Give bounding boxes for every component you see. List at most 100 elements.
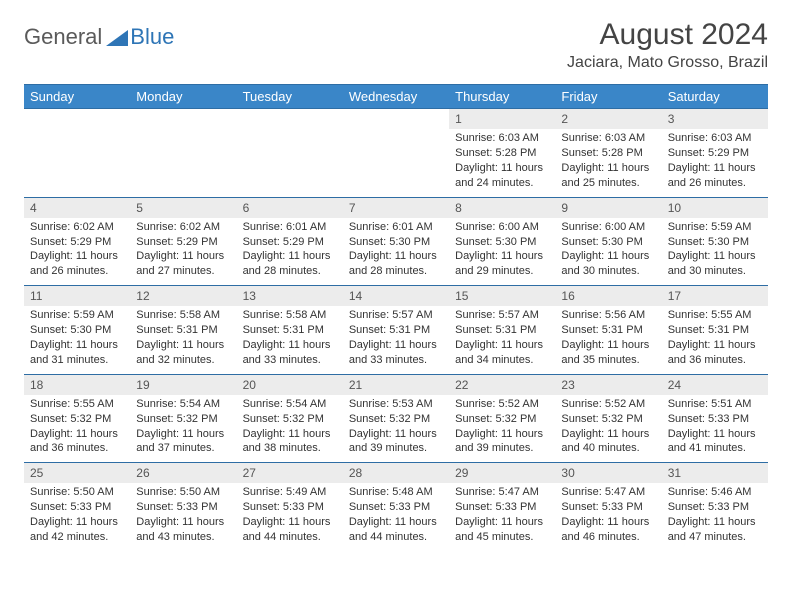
daylight-line: Daylight: 11 hours and 47 minutes. [668, 515, 762, 545]
sunset-line: Sunset: 5:32 PM [455, 412, 549, 427]
daylight-line: Daylight: 11 hours and 45 minutes. [455, 515, 549, 545]
day-number: 29 [449, 463, 555, 483]
sunset-line: Sunset: 5:33 PM [30, 500, 124, 515]
day-number: 1 [449, 109, 555, 129]
sunrise-line: Sunrise: 5:46 AM [668, 485, 762, 500]
weekday-header: Monday [130, 85, 236, 109]
day-number: 18 [24, 375, 130, 395]
calendar-day-cell: 22 Sunrise: 5:52 AMSunset: 5:32 PMDayligh… [449, 374, 555, 463]
sunset-line: Sunset: 5:29 PM [243, 235, 337, 250]
day-details: Sunrise: 6:03 AMSunset: 5:28 PMDaylight:… [555, 129, 661, 196]
calendar-body: 1Sunrise: 6:03 AMSunset: 5:28 PMDaylight… [24, 109, 768, 551]
sunrise-line: Sunrise: 5:51 AM [668, 397, 762, 412]
sunrise-line: Sunrise: 5:50 AM [136, 485, 230, 500]
daylight-line: Daylight: 11 hours and 24 minutes. [455, 161, 549, 191]
day-details: Sunrise: 5:59 AMSunset: 5:30 PMDaylight:… [662, 218, 768, 285]
daylight-line: Daylight: 11 hours and 26 minutes. [30, 249, 124, 279]
day-details: Sunrise: 5:50 AMSunset: 5:33 PMDaylight:… [130, 483, 236, 550]
day-number: 28 [343, 463, 449, 483]
calendar-table: Sunday Monday Tuesday Wednesday Thursday… [24, 84, 768, 551]
day-number: 9 [555, 198, 661, 218]
day-details: Sunrise: 5:53 AMSunset: 5:32 PMDaylight:… [343, 395, 449, 462]
day-details: Sunrise: 5:47 AMSunset: 5:33 PMDaylight:… [449, 483, 555, 550]
logo-word-general: General [24, 24, 102, 50]
day-details: Sunrise: 5:55 AMSunset: 5:31 PMDaylight:… [662, 306, 768, 373]
sunrise-line: Sunrise: 5:52 AM [455, 397, 549, 412]
calendar-day-cell: 7Sunrise: 6:01 AMSunset: 5:30 PMDaylight… [343, 197, 449, 286]
sunrise-line: Sunrise: 5:54 AM [243, 397, 337, 412]
day-number: 15 [449, 286, 555, 306]
sunrise-line: Sunrise: 5:53 AM [349, 397, 443, 412]
day-number: 30 [555, 463, 661, 483]
day-number: 12 [130, 286, 236, 306]
sunrise-line: Sunrise: 5:47 AM [455, 485, 549, 500]
daylight-line: Daylight: 11 hours and 34 minutes. [455, 338, 549, 368]
daylight-line: Daylight: 11 hours and 40 minutes. [561, 427, 655, 457]
day-details: Sunrise: 5:56 AMSunset: 5:31 PMDaylight:… [555, 306, 661, 373]
day-number: 22 [449, 375, 555, 395]
daylight-line: Daylight: 11 hours and 30 minutes. [668, 249, 762, 279]
sunset-line: Sunset: 5:32 PM [243, 412, 337, 427]
calendar-day-cell [343, 109, 449, 198]
daylight-line: Daylight: 11 hours and 33 minutes. [349, 338, 443, 368]
sunrise-line: Sunrise: 6:00 AM [561, 220, 655, 235]
sunrise-line: Sunrise: 6:02 AM [30, 220, 124, 235]
sunrise-line: Sunrise: 5:59 AM [668, 220, 762, 235]
day-number: 27 [237, 463, 343, 483]
sunset-line: Sunset: 5:28 PM [455, 146, 549, 161]
day-number: 24 [662, 375, 768, 395]
day-number: 21 [343, 375, 449, 395]
calendar-day-cell: 2Sunrise: 6:03 AMSunset: 5:28 PMDaylight… [555, 109, 661, 198]
calendar-day-cell: 28Sunrise: 5:48 AMSunset: 5:33 PMDayligh… [343, 463, 449, 551]
daylight-line: Daylight: 11 hours and 32 minutes. [136, 338, 230, 368]
calendar-week-row: 4Sunrise: 6:02 AMSunset: 5:29 PMDaylight… [24, 197, 768, 286]
daylight-line: Daylight: 11 hours and 28 minutes. [243, 249, 337, 279]
sunset-line: Sunset: 5:28 PM [561, 146, 655, 161]
sunset-line: Sunset: 5:30 PM [668, 235, 762, 250]
day-number: 11 [24, 286, 130, 306]
calendar-day-cell: 8Sunrise: 6:00 AMSunset: 5:30 PMDaylight… [449, 197, 555, 286]
calendar-day-cell: 18Sunrise: 5:55 AMSunset: 5:32 PMDayligh… [24, 374, 130, 463]
sunrise-line: Sunrise: 5:56 AM [561, 308, 655, 323]
weekday-header: Thursday [449, 85, 555, 109]
sunset-line: Sunset: 5:30 PM [561, 235, 655, 250]
calendar-day-cell: 12Sunrise: 5:58 AMSunset: 5:31 PMDayligh… [130, 286, 236, 375]
day-details: Sunrise: 6:03 AMSunset: 5:29 PMDaylight:… [662, 129, 768, 196]
daylight-line: Daylight: 11 hours and 31 minutes. [30, 338, 124, 368]
calendar-day-cell: 30Sunrise: 5:47 AMSunset: 5:33 PMDayligh… [555, 463, 661, 551]
daylight-line: Daylight: 11 hours and 33 minutes. [243, 338, 337, 368]
sunset-line: Sunset: 5:31 PM [561, 323, 655, 338]
location-subtitle: Jaciara, Mato Grosso, Brazil [567, 54, 768, 72]
calendar-day-cell: 11 Sunrise: 5:59 AMSunset: 5:30 PMDayligh… [24, 286, 130, 375]
daylight-line: Daylight: 11 hours and 37 minutes. [136, 427, 230, 457]
daylight-line: Daylight: 11 hours and 46 minutes. [561, 515, 655, 545]
calendar-day-cell: 23Sunrise: 5:52 AMSunset: 5:32 PMDayligh… [555, 374, 661, 463]
day-number: 26 [130, 463, 236, 483]
daylight-line: Daylight: 11 hours and 28 minutes. [349, 249, 443, 279]
day-details: Sunrise: 5:54 AMSunset: 5:32 PMDaylight:… [130, 395, 236, 462]
sunrise-line: Sunrise: 5:58 AM [243, 308, 337, 323]
sunrise-line: Sunrise: 5:54 AM [136, 397, 230, 412]
calendar-day-cell: 5Sunrise: 6:02 AMSunset: 5:29 PMDaylight… [130, 197, 236, 286]
logo-word-blue: Blue [130, 24, 174, 50]
calendar-day-cell: 19Sunrise: 5:54 AMSunset: 5:32 PMDayligh… [130, 374, 236, 463]
sunset-line: Sunset: 5:32 PM [30, 412, 124, 427]
daylight-line: Daylight: 11 hours and 39 minutes. [455, 427, 549, 457]
sunset-line: Sunset: 5:31 PM [243, 323, 337, 338]
weekday-header-row: Sunday Monday Tuesday Wednesday Thursday… [24, 85, 768, 109]
day-details: Sunrise: 6:03 AMSunset: 5:28 PMDaylight:… [449, 129, 555, 196]
day-details: Sunrise: 6:01 AMSunset: 5:29 PMDaylight:… [237, 218, 343, 285]
sunset-line: Sunset: 5:29 PM [30, 235, 124, 250]
sunset-line: Sunset: 5:30 PM [30, 323, 124, 338]
weekday-header: Friday [555, 85, 661, 109]
sunrise-line: Sunrise: 6:03 AM [561, 131, 655, 146]
day-details: Sunrise: 6:01 AMSunset: 5:30 PMDaylight:… [343, 218, 449, 285]
day-details: Sunrise: 5:52 AMSunset: 5:32 PMDaylight:… [555, 395, 661, 462]
daylight-line: Daylight: 11 hours and 26 minutes. [668, 161, 762, 191]
sunset-line: Sunset: 5:30 PM [455, 235, 549, 250]
calendar-day-cell: 31Sunrise: 5:46 AMSunset: 5:33 PMDayligh… [662, 463, 768, 551]
sunrise-line: Sunrise: 5:59 AM [30, 308, 124, 323]
daylight-line: Daylight: 11 hours and 35 minutes. [561, 338, 655, 368]
calendar-day-cell: 10Sunrise: 5:59 AMSunset: 5:30 PMDayligh… [662, 197, 768, 286]
sunset-line: Sunset: 5:33 PM [668, 500, 762, 515]
